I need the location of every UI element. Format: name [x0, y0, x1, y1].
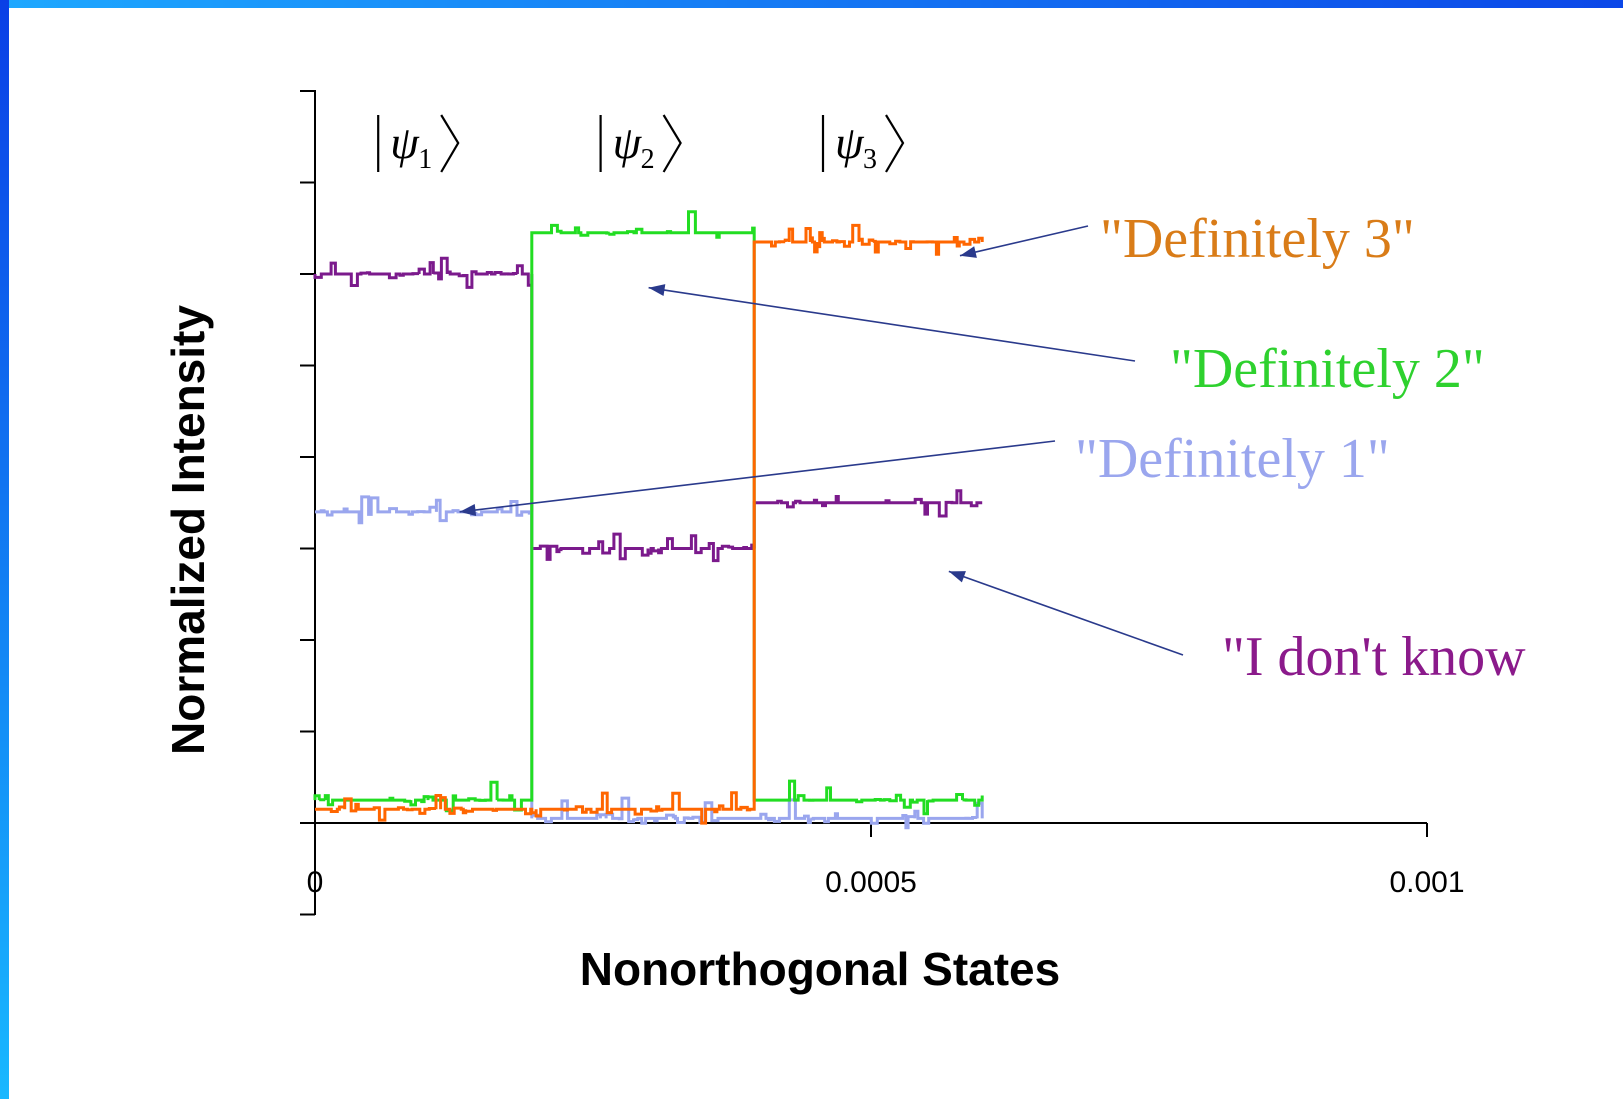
series-line	[313, 256, 983, 563]
x-tick-label: 0	[307, 866, 324, 899]
arrow-head	[648, 284, 666, 297]
series-line	[313, 210, 984, 816]
annotation-label: "I don't know	[1222, 626, 1526, 688]
slide-top-bar	[0, 0, 1623, 8]
annotation-label: "Definitely 1"	[1075, 428, 1390, 490]
series-line	[315, 495, 984, 830]
annotation-arrow	[459, 440, 1056, 513]
x-tick-label: 0.0005	[825, 866, 917, 899]
slide-left-bar	[0, 0, 9, 1099]
x-tick-labels: 0 0.0005 0.001	[307, 866, 1465, 899]
annotation: "I don't know	[948, 570, 1526, 688]
state-subscript: 1	[418, 144, 432, 175]
annotation-label: "Definitely 3"	[1100, 208, 1415, 270]
y-axis-title: Normalized Intensity	[162, 305, 214, 755]
state-subscript: 3	[863, 144, 877, 175]
x-axis-title: Nonorthogonal States	[580, 943, 1060, 995]
annotation: "Definitely 3"	[959, 208, 1415, 270]
annotations: "Definitely 3" "Definitely 2" "Definitely …	[459, 208, 1526, 688]
series-line	[315, 223, 984, 825]
ket-angle	[440, 114, 460, 173]
annotation: "Definitely 2"	[648, 284, 1485, 400]
annotation: "Definitely 1"	[459, 428, 1390, 516]
arrow-head	[959, 246, 977, 258]
arrow-head	[459, 504, 477, 516]
ket-angle	[885, 114, 905, 173]
annotation-arrow	[648, 286, 1136, 362]
annotation-label: "Definitely 2"	[1170, 338, 1485, 400]
tick-marks	[300, 90, 1428, 916]
annotation-arrow	[959, 225, 1089, 257]
state-symbol: ψ	[390, 117, 420, 168]
series-lines	[313, 210, 984, 830]
x-tick-label: 0.001	[1389, 866, 1464, 899]
state-symbol: ψ	[613, 117, 643, 168]
ket-angle	[662, 114, 682, 173]
arrow-head	[948, 571, 966, 583]
state-symbol: ψ	[835, 117, 865, 168]
annotation-arrow	[948, 570, 1184, 656]
state-subscript: 2	[641, 144, 655, 175]
